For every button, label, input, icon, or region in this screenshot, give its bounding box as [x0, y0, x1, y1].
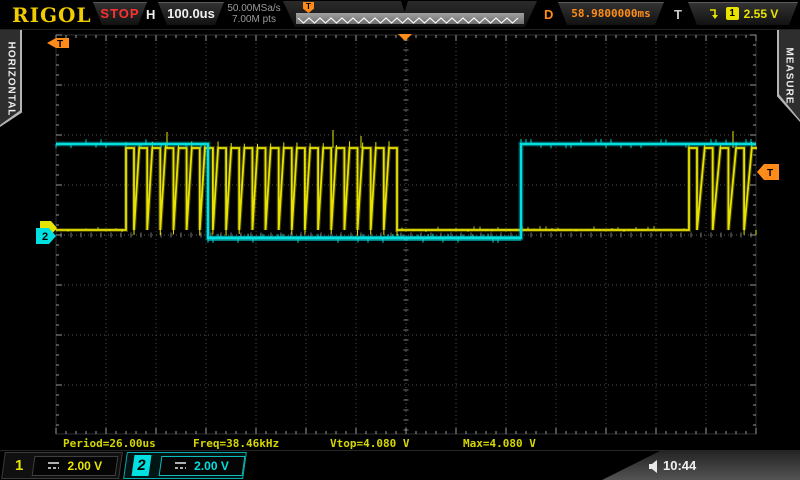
channel-2-scale: 2.00 V	[194, 458, 229, 473]
horizontal-scale-label: H	[146, 7, 156, 22]
acquisition-info: 50.00MSa/s 7.00M pts	[224, 3, 284, 25]
svg-text:2: 2	[42, 231, 48, 243]
svg-text:T: T	[767, 168, 773, 179]
delay-label: D	[544, 7, 554, 22]
svg-text:T: T	[57, 39, 63, 50]
falling-edge-icon	[708, 7, 721, 20]
memory-waveform-icon	[296, 15, 524, 26]
trigger-level-value: 2.55 V	[743, 6, 779, 21]
clock-area: 10:44	[600, 451, 800, 480]
timebase-value: 100.0us	[167, 6, 215, 21]
trigger-source-channel: 1	[726, 7, 739, 20]
measurement-period: Period=26.00us	[63, 437, 156, 450]
channel-2-tag[interactable]: 2 2.00 V	[123, 452, 247, 479]
channel-1-number: 1	[15, 457, 24, 474]
tab-face	[0, 30, 20, 126]
delay-value: 58.9800000ms	[571, 7, 651, 20]
speaker-icon[interactable]	[649, 460, 659, 473]
waveform-ch2	[55, 139, 756, 243]
trigger-label: T	[674, 7, 682, 22]
memory-depth: 7.00M pts	[232, 14, 276, 25]
run-stop-status-badge[interactable]: STOP	[93, 2, 147, 25]
waveform-ch1	[55, 130, 757, 236]
top-status-bar: RIGOL STOP H 100.0us 50.00MSa/s 7.00M pt…	[0, 0, 800, 30]
measurement-max: Max=4.080 V	[463, 437, 536, 450]
trigger-level-marker[interactable]: T	[757, 164, 779, 180]
measurement-vtop: Vtop=4.080 V	[330, 437, 410, 450]
trigger-offscreen-left-marker[interactable]: T	[47, 38, 69, 50]
memory-trigger-pin-icon[interactable]: T	[303, 2, 314, 13]
rigol-logo: RIGOL	[12, 3, 92, 27]
channel-1-tag[interactable]: 1 2.00 V	[1, 452, 123, 479]
tab-measure-menu[interactable]: MEASURE	[777, 30, 800, 122]
trigger-position-top-marker[interactable]	[398, 34, 412, 41]
run-stop-status: STOP	[100, 6, 140, 21]
dc-coupling-icon	[48, 461, 60, 470]
memory-waveform-band	[296, 13, 524, 24]
markers: T T 2	[36, 34, 779, 244]
tab-horizontal-menu[interactable]: HORIZONTAL	[0, 30, 22, 127]
tab-face	[779, 30, 800, 121]
channel-2-number: 2	[131, 455, 152, 476]
trigger-badge[interactable]: 1 2.55 V	[688, 2, 798, 25]
channel-2-scale-box: 2.00 V	[158, 455, 246, 476]
dc-coupling-icon	[175, 461, 187, 470]
channel-1-scale: 2.00 V	[67, 458, 103, 473]
graticule	[55, 34, 757, 435]
delay-badge[interactable]: 58.9800000ms	[558, 2, 664, 25]
measurement-freq: Freq=38.46kHz	[193, 437, 280, 450]
timebase-badge[interactable]: 100.0us	[158, 2, 224, 25]
channel-1-scale-box: 2.00 V	[31, 455, 119, 476]
bottom-channel-bar: 1 2.00 V 2 2.00 V	[0, 450, 800, 480]
sample-rate: 50.00MSa/s	[227, 3, 281, 14]
ch2-position-marker[interactable]: 2	[36, 228, 56, 244]
memory-window-notch-icon	[401, 1, 408, 12]
memory-position-bar[interactable]: T	[283, 1, 537, 27]
clock-time: 10:44	[663, 458, 697, 473]
